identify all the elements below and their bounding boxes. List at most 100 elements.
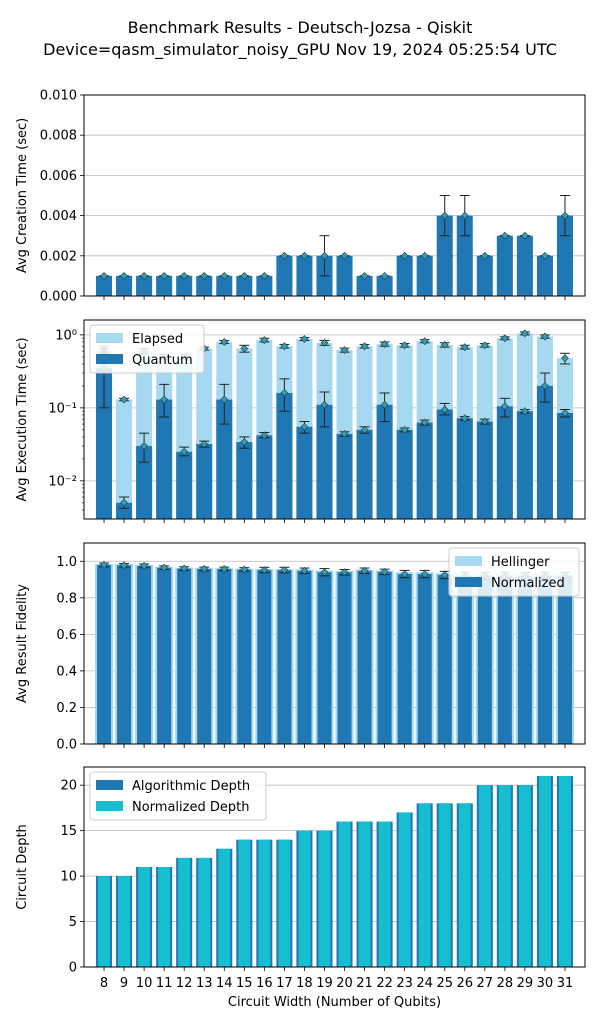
bar-quantum bbox=[316, 404, 333, 519]
bar-normalized bbox=[137, 565, 152, 744]
data-marker bbox=[280, 566, 289, 574]
x-tick-label: 20 bbox=[336, 976, 353, 991]
data-marker bbox=[320, 400, 329, 409]
y-tick-label: 1.0 bbox=[56, 555, 77, 570]
data-marker bbox=[360, 425, 369, 434]
data-marker bbox=[340, 429, 349, 438]
x-tick-label: 31 bbox=[557, 976, 574, 991]
bar-creation-time bbox=[136, 275, 153, 296]
data-marker bbox=[260, 271, 269, 280]
bar-creation-time bbox=[296, 255, 313, 296]
y-tick-label: 10⁻¹ bbox=[48, 401, 77, 416]
data-marker bbox=[300, 251, 309, 260]
data-marker bbox=[240, 438, 249, 446]
data-marker bbox=[140, 271, 149, 280]
data-marker bbox=[100, 561, 108, 569]
bar-normalized bbox=[317, 572, 332, 744]
data-marker bbox=[380, 340, 389, 348]
bar-normalized-depth bbox=[138, 867, 151, 967]
bar-normalized bbox=[337, 572, 352, 744]
bar-creation-time bbox=[236, 275, 253, 296]
x-tick-label: 28 bbox=[497, 976, 514, 991]
y-tick-label: 0.006 bbox=[40, 169, 77, 184]
bar-normalized-depth bbox=[198, 857, 211, 967]
bar-normalized-depth bbox=[438, 803, 451, 967]
bar-creation-time bbox=[356, 275, 373, 296]
data-marker bbox=[340, 346, 349, 354]
y-tick-label: 5 bbox=[69, 915, 77, 930]
data-marker bbox=[541, 381, 549, 390]
data-marker bbox=[440, 340, 449, 349]
bar-normalized bbox=[257, 570, 272, 744]
bar-quantum bbox=[376, 404, 393, 519]
data-marker bbox=[380, 271, 389, 280]
y-axis-label: Avg Creation Time (sec) bbox=[15, 118, 30, 273]
bar-quantum bbox=[216, 399, 233, 519]
bar-quantum bbox=[536, 385, 553, 519]
legend-label: Normalized bbox=[491, 576, 565, 591]
data-marker bbox=[120, 271, 128, 280]
y-tick-label: 0.004 bbox=[40, 209, 77, 224]
bar-creation-time bbox=[116, 275, 133, 296]
x-tick-label: 16 bbox=[256, 976, 273, 991]
bar-creation-time bbox=[336, 255, 353, 296]
x-tick-label: 12 bbox=[176, 976, 193, 991]
bar-quantum bbox=[396, 429, 413, 519]
bar-normalized-depth bbox=[538, 776, 551, 967]
bar-normalized bbox=[457, 575, 472, 744]
data-marker bbox=[320, 568, 329, 577]
bar-normalized bbox=[177, 568, 192, 744]
data-marker bbox=[561, 354, 569, 363]
bar-quantum bbox=[156, 399, 173, 519]
x-tick-label: 21 bbox=[356, 976, 373, 991]
data-marker bbox=[220, 338, 229, 346]
data-marker bbox=[420, 418, 429, 427]
y-tick-label: 10⁰ bbox=[55, 328, 77, 343]
data-marker bbox=[500, 402, 509, 411]
data-marker bbox=[240, 271, 249, 280]
data-marker bbox=[520, 231, 529, 240]
data-marker bbox=[220, 565, 229, 573]
bar-normalized bbox=[497, 575, 512, 744]
y-tick-label: 10 bbox=[60, 870, 77, 885]
bar-normalized-depth bbox=[278, 839, 291, 967]
bar-creation-time bbox=[276, 255, 293, 296]
legend-label: Quantum bbox=[132, 353, 193, 368]
data-marker bbox=[280, 389, 289, 397]
bar-normalized bbox=[217, 568, 232, 744]
legend-swatch bbox=[455, 577, 482, 587]
bar-normalized-depth bbox=[498, 785, 511, 967]
data-marker bbox=[561, 211, 569, 220]
data-marker bbox=[120, 498, 128, 507]
bar-normalized-depth bbox=[98, 876, 111, 967]
data-marker bbox=[460, 414, 469, 423]
data-marker bbox=[440, 211, 449, 220]
bar-quantum bbox=[556, 413, 573, 519]
x-tick-label: 19 bbox=[316, 976, 333, 991]
y-tick-label: 15 bbox=[60, 824, 77, 839]
legend-swatch bbox=[96, 780, 123, 790]
chart-subtitle: Device=qasm_simulator_noisy_GPU Nov 19, … bbox=[43, 40, 557, 59]
data-marker bbox=[180, 271, 189, 280]
data-marker bbox=[160, 271, 169, 280]
bar-normalized-depth bbox=[258, 839, 271, 967]
bar-quantum bbox=[176, 451, 193, 519]
bar-normalized bbox=[397, 574, 412, 744]
x-tick-label: 22 bbox=[376, 976, 393, 991]
x-tick-label: 10 bbox=[136, 976, 153, 991]
bar-normalized-depth bbox=[158, 867, 171, 967]
data-marker bbox=[140, 561, 149, 570]
bar-normalized bbox=[517, 575, 532, 744]
bar-creation-time bbox=[396, 255, 413, 296]
bar-normalized bbox=[97, 564, 112, 744]
bar-quantum bbox=[456, 418, 473, 519]
bar-normalized bbox=[557, 575, 572, 744]
bar-quantum bbox=[416, 422, 433, 519]
x-tick-label: 29 bbox=[517, 976, 534, 991]
data-marker bbox=[400, 570, 409, 578]
legend-swatch bbox=[455, 556, 482, 566]
bar-normalized bbox=[357, 570, 372, 744]
data-marker bbox=[320, 338, 329, 347]
bar-normalized-depth bbox=[218, 848, 231, 967]
x-tick-label: 15 bbox=[236, 976, 253, 991]
